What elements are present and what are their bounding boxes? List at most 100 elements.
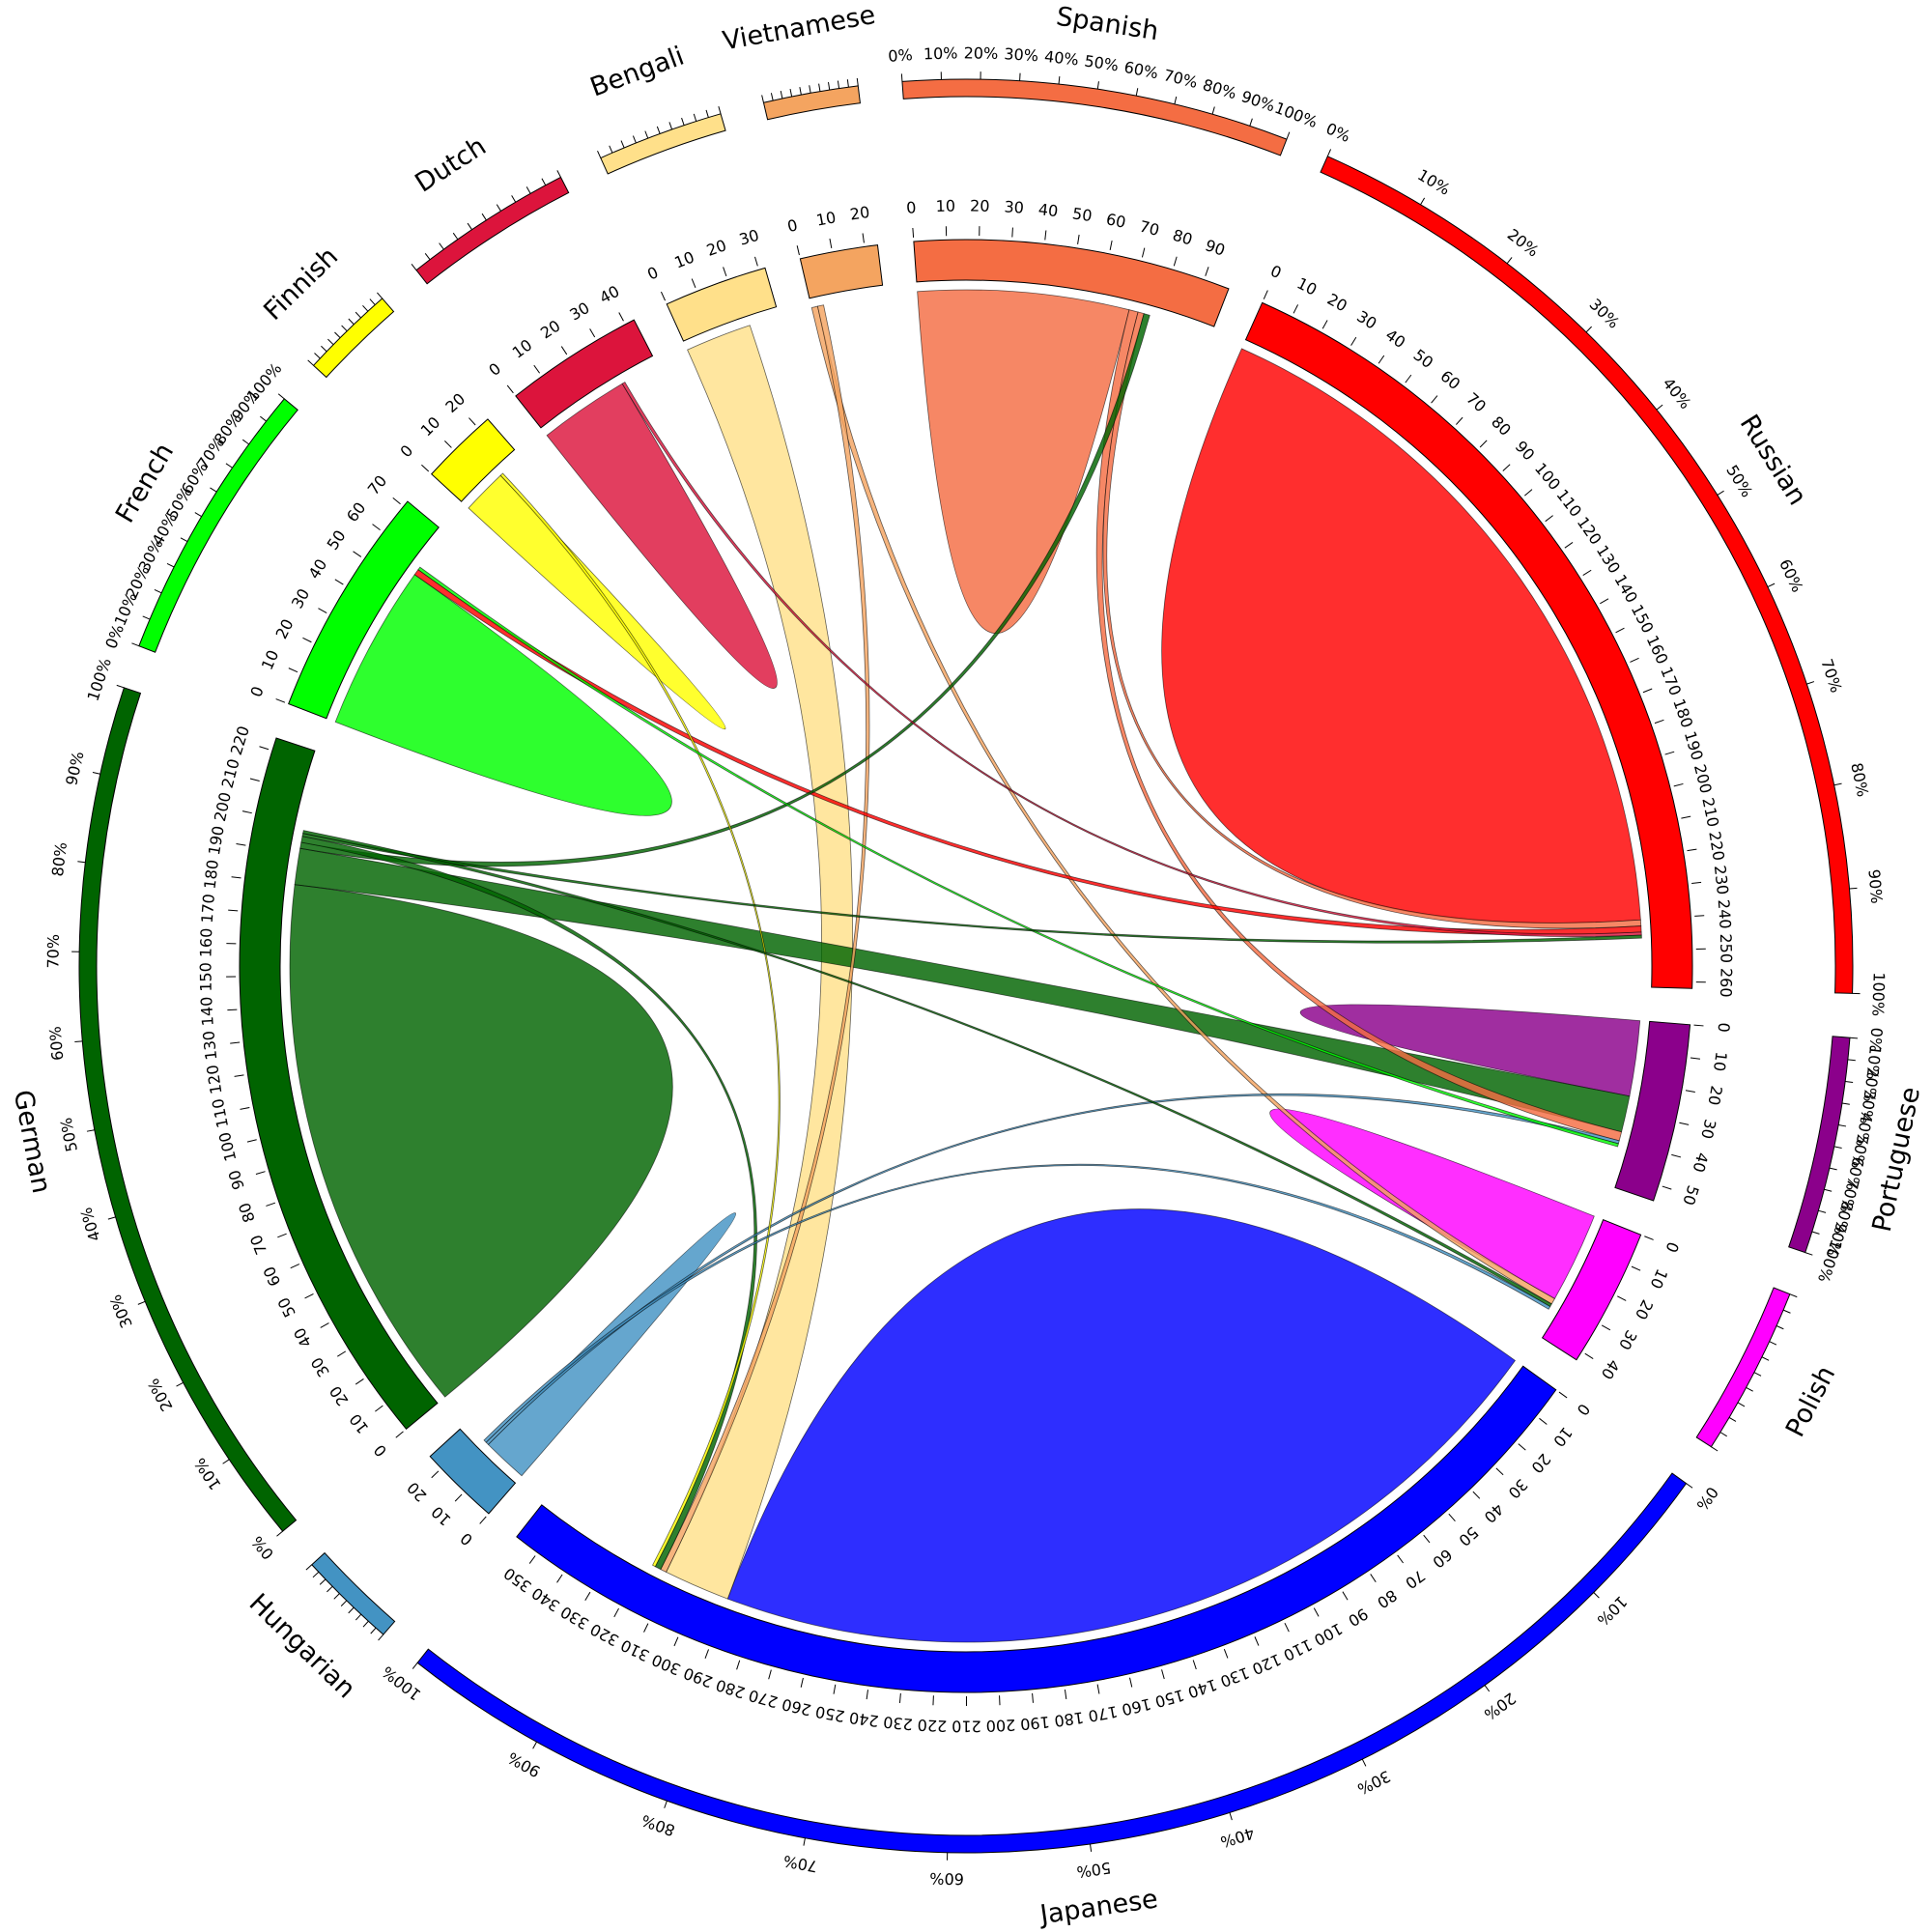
percent-tick <box>789 88 793 97</box>
percent-tick <box>1761 1356 1770 1361</box>
tick-mark <box>829 239 833 249</box>
tick-mark <box>1662 1185 1672 1190</box>
percent-label: 90% <box>1239 87 1278 115</box>
percent-tick <box>1829 1167 1837 1171</box>
percent-tick <box>597 151 602 158</box>
chord-spanish-russian <box>1102 311 1642 929</box>
tick-mark <box>1495 1467 1504 1476</box>
tick-label: 230 <box>1711 865 1732 896</box>
tick-label: 30 <box>737 226 761 249</box>
percent-tick <box>1135 88 1139 97</box>
tick-mark <box>1342 1591 1349 1601</box>
tick-label: 70 <box>1402 1566 1429 1592</box>
tick-mark <box>375 1405 384 1412</box>
percent-tick <box>846 79 849 88</box>
percent-tick <box>210 487 217 493</box>
tick-mark <box>1397 1554 1404 1564</box>
tick-label: 80 <box>1488 412 1515 440</box>
tick-mark <box>1350 336 1357 346</box>
tick-mark <box>1405 374 1412 384</box>
tick-mark <box>833 1684 837 1694</box>
tick-label: 30 <box>307 1354 333 1380</box>
tick-label: 40 <box>596 282 622 307</box>
tick-mark <box>249 778 260 781</box>
tick-mark <box>1679 1122 1690 1125</box>
tick-label: 210 <box>952 1717 981 1735</box>
tick-mark <box>454 1493 463 1502</box>
tick-mark <box>1032 1692 1034 1703</box>
tick-mark <box>1545 515 1553 523</box>
tick-label: 60 <box>343 498 369 526</box>
percent-tick <box>1847 1059 1856 1062</box>
tick-mark <box>1456 416 1463 425</box>
percent-label: 50% <box>1083 51 1120 74</box>
tick-mark <box>1313 1607 1320 1617</box>
percent-ring-polish <box>1695 1287 1791 1448</box>
percent-label: 100% <box>379 1662 425 1704</box>
tick-mark <box>1644 1236 1654 1240</box>
chord-dutch-russian <box>621 382 1642 938</box>
tick-mark <box>1205 267 1209 276</box>
tick-mark <box>1584 1352 1594 1359</box>
tick-mark <box>528 1555 536 1564</box>
percent-tick <box>620 140 625 149</box>
percent-tick <box>1058 76 1061 85</box>
tick-mark <box>1321 320 1328 329</box>
tick-label: 10 <box>671 247 696 271</box>
tick-label: 60 <box>260 1264 285 1289</box>
percent-tick <box>1804 1252 1813 1256</box>
tick-label: 10 <box>935 197 955 216</box>
percent-tick <box>1656 404 1663 411</box>
tick-label: 10 <box>1294 274 1321 299</box>
tick-mark <box>288 668 298 673</box>
percent-label: 50% <box>1722 462 1756 500</box>
tick-label: 70 <box>364 471 391 498</box>
percent-tick <box>348 1606 355 1614</box>
percent-tick <box>856 77 859 86</box>
percent-tick <box>900 73 903 82</box>
tick-label: 130 <box>1218 1663 1252 1691</box>
tick-mark <box>1582 569 1592 577</box>
percent-tick <box>1849 887 1858 890</box>
percent-tick <box>277 393 285 400</box>
percent-tick <box>412 1662 418 1669</box>
percent-tick <box>1811 1231 1820 1235</box>
percent-tick <box>378 1634 384 1641</box>
percent-tick <box>1229 1812 1233 1821</box>
tick-label: 330 <box>557 1603 592 1634</box>
percent-tick <box>1769 1341 1777 1346</box>
tick-label: 10 <box>814 208 838 229</box>
percent-tick <box>225 463 233 469</box>
percent-label: 50% <box>57 1116 81 1152</box>
percent-label: 100% <box>84 656 115 703</box>
percent-tick <box>1211 106 1215 115</box>
tick-label: 30 <box>288 585 313 611</box>
tick-label: 30 <box>1004 197 1025 216</box>
percent-tick <box>1686 1483 1693 1489</box>
tick-label: 190 <box>1681 729 1707 763</box>
tick-mark <box>1263 290 1268 299</box>
segment-label-dutch: Dutch <box>410 131 491 199</box>
percent-label: 40% <box>77 1206 104 1243</box>
tick-label: 20 <box>404 1478 431 1505</box>
segment-arc-polish <box>1541 1219 1642 1361</box>
tick-mark <box>1687 848 1697 852</box>
tick-label: 150 <box>196 962 214 992</box>
percent-tick <box>1249 118 1253 127</box>
tick-label: 50 <box>1679 1183 1702 1208</box>
percent-tick <box>481 213 487 221</box>
percent-tick <box>1420 197 1426 206</box>
tick-mark <box>768 1669 772 1680</box>
segment-label-finnish: Finnish <box>258 242 344 327</box>
percent-tick <box>770 93 774 101</box>
percent-ring-german <box>78 687 298 1532</box>
percent-tick <box>644 130 649 139</box>
tick-mark <box>479 1516 487 1524</box>
tick-label: 110 <box>1552 486 1585 521</box>
percent-label: 0% <box>1692 1484 1721 1515</box>
tick-mark <box>1539 1417 1548 1425</box>
percent-tick <box>511 195 517 203</box>
tick-mark <box>236 843 246 846</box>
percent-tick <box>107 1216 116 1220</box>
chord-french-portuguese <box>417 566 1619 1148</box>
